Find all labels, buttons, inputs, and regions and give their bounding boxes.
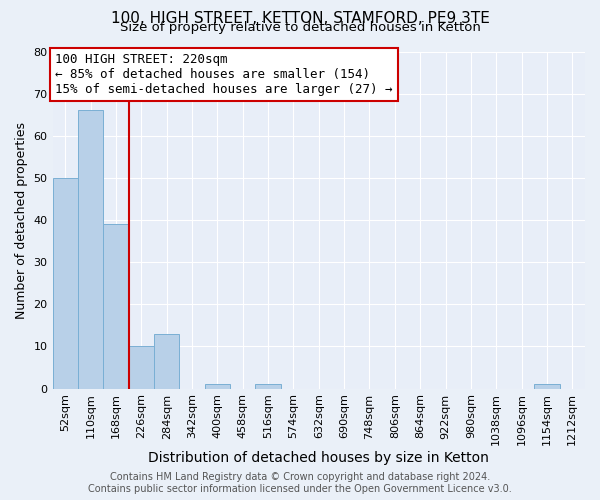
Text: 100, HIGH STREET, KETTON, STAMFORD, PE9 3TE: 100, HIGH STREET, KETTON, STAMFORD, PE9 … [110, 11, 490, 26]
Bar [205, 384, 230, 388]
Bar [534, 384, 560, 388]
Bar [256, 384, 281, 388]
X-axis label: Distribution of detached houses by size in Ketton: Distribution of detached houses by size … [148, 451, 489, 465]
Bar [154, 334, 179, 388]
Text: Size of property relative to detached houses in Ketton: Size of property relative to detached ho… [119, 22, 481, 35]
Bar [128, 346, 154, 389]
Text: Contains HM Land Registry data © Crown copyright and database right 2024.
Contai: Contains HM Land Registry data © Crown c… [88, 472, 512, 494]
Bar [78, 110, 103, 388]
Y-axis label: Number of detached properties: Number of detached properties [15, 122, 28, 318]
Bar [53, 178, 78, 388]
Text: 100 HIGH STREET: 220sqm
← 85% of detached houses are smaller (154)
15% of semi-d: 100 HIGH STREET: 220sqm ← 85% of detache… [55, 53, 393, 96]
Bar [103, 224, 128, 388]
